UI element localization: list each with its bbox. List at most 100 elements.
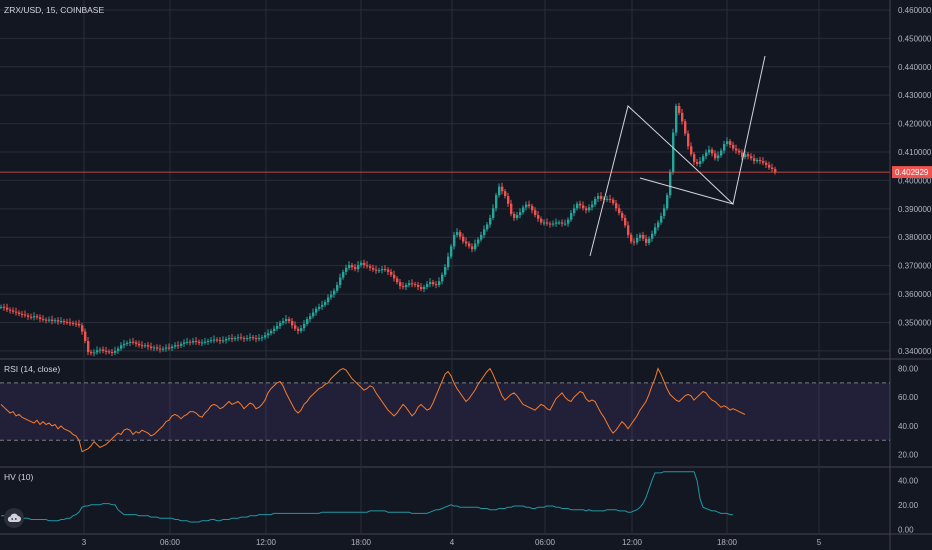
candle xyxy=(291,321,294,326)
time-tick-label: 12:00 xyxy=(256,538,277,547)
candle xyxy=(171,346,174,349)
candle xyxy=(513,213,516,218)
candle xyxy=(150,346,153,349)
candle xyxy=(450,246,453,257)
price-tick-label: 0.360000 xyxy=(898,290,932,299)
candle xyxy=(618,208,621,214)
candle xyxy=(624,217,627,226)
candle xyxy=(678,105,681,113)
candle xyxy=(468,243,471,247)
candle xyxy=(381,269,384,271)
price-tick-label: 0.460000 xyxy=(898,6,932,15)
candle xyxy=(567,219,570,224)
candle xyxy=(279,323,282,326)
candle xyxy=(720,150,723,156)
candle xyxy=(444,267,447,275)
candle xyxy=(168,347,171,349)
candle xyxy=(681,112,684,122)
candle xyxy=(540,218,543,223)
candle xyxy=(558,222,561,224)
candle xyxy=(621,213,624,218)
candle xyxy=(765,162,768,165)
candle xyxy=(645,238,648,243)
candle xyxy=(165,347,168,349)
time-tick-label: 18:00 xyxy=(717,538,738,547)
time-tick-label: 12:00 xyxy=(622,538,643,547)
candle xyxy=(546,222,549,224)
candle xyxy=(309,316,312,320)
candle xyxy=(369,266,372,268)
candle xyxy=(288,319,291,322)
candle xyxy=(654,227,657,234)
candle xyxy=(510,203,513,214)
candle xyxy=(240,337,243,339)
candle xyxy=(726,141,729,145)
candle xyxy=(282,321,285,324)
candle xyxy=(345,267,348,272)
price-tick-label: 0.420000 xyxy=(898,120,932,129)
candle xyxy=(60,321,63,323)
candle xyxy=(99,349,102,351)
candle xyxy=(651,233,654,239)
flag-lower-trendline xyxy=(639,177,734,205)
candle xyxy=(24,314,27,316)
candle xyxy=(648,238,651,243)
candle xyxy=(108,351,111,353)
rsi-tick-label: 60.00 xyxy=(898,393,919,402)
candle xyxy=(36,316,39,318)
candle xyxy=(321,304,324,307)
candle xyxy=(54,320,57,322)
last-price-label: 0.402929 xyxy=(895,168,929,177)
candle xyxy=(96,350,99,353)
candle xyxy=(33,316,36,318)
candle xyxy=(69,322,72,324)
candle xyxy=(456,232,459,235)
last-price-badge xyxy=(892,166,932,179)
candle xyxy=(411,283,414,285)
time-tick-label: 5 xyxy=(817,538,822,547)
candle xyxy=(18,312,21,314)
candle xyxy=(87,340,90,353)
tradingview-cloud-icon[interactable] xyxy=(4,508,24,528)
candle xyxy=(327,297,330,303)
candle xyxy=(711,149,714,154)
candle xyxy=(138,343,141,346)
candle xyxy=(615,203,618,209)
candle xyxy=(342,271,345,278)
candle xyxy=(492,208,495,218)
candle xyxy=(609,198,612,200)
candle xyxy=(405,284,408,287)
candle xyxy=(66,321,69,323)
candle xyxy=(414,284,417,286)
rsi-tick-label: 20.00 xyxy=(898,451,919,460)
candle xyxy=(318,306,321,309)
candle xyxy=(729,141,732,145)
candle xyxy=(768,164,771,168)
candle xyxy=(564,223,567,225)
candle xyxy=(276,325,279,329)
candle xyxy=(435,284,438,286)
candle xyxy=(303,323,306,329)
candle xyxy=(0,306,3,308)
candle xyxy=(297,328,300,332)
candle xyxy=(75,323,78,325)
candle xyxy=(660,215,663,223)
candle xyxy=(666,195,669,209)
candle xyxy=(762,161,765,163)
candle xyxy=(78,323,81,326)
candle xyxy=(234,338,237,340)
candle xyxy=(315,308,318,313)
candle xyxy=(207,340,210,342)
candle xyxy=(684,121,687,134)
candle xyxy=(93,352,96,354)
candle xyxy=(246,338,249,340)
rsi-tick-label: 40.00 xyxy=(898,422,919,431)
candle xyxy=(675,105,678,133)
candle xyxy=(174,345,177,347)
candle xyxy=(549,223,552,225)
candle xyxy=(330,294,333,298)
price-tick-label: 0.450000 xyxy=(898,34,932,43)
candle xyxy=(396,278,399,283)
candle xyxy=(213,339,216,341)
